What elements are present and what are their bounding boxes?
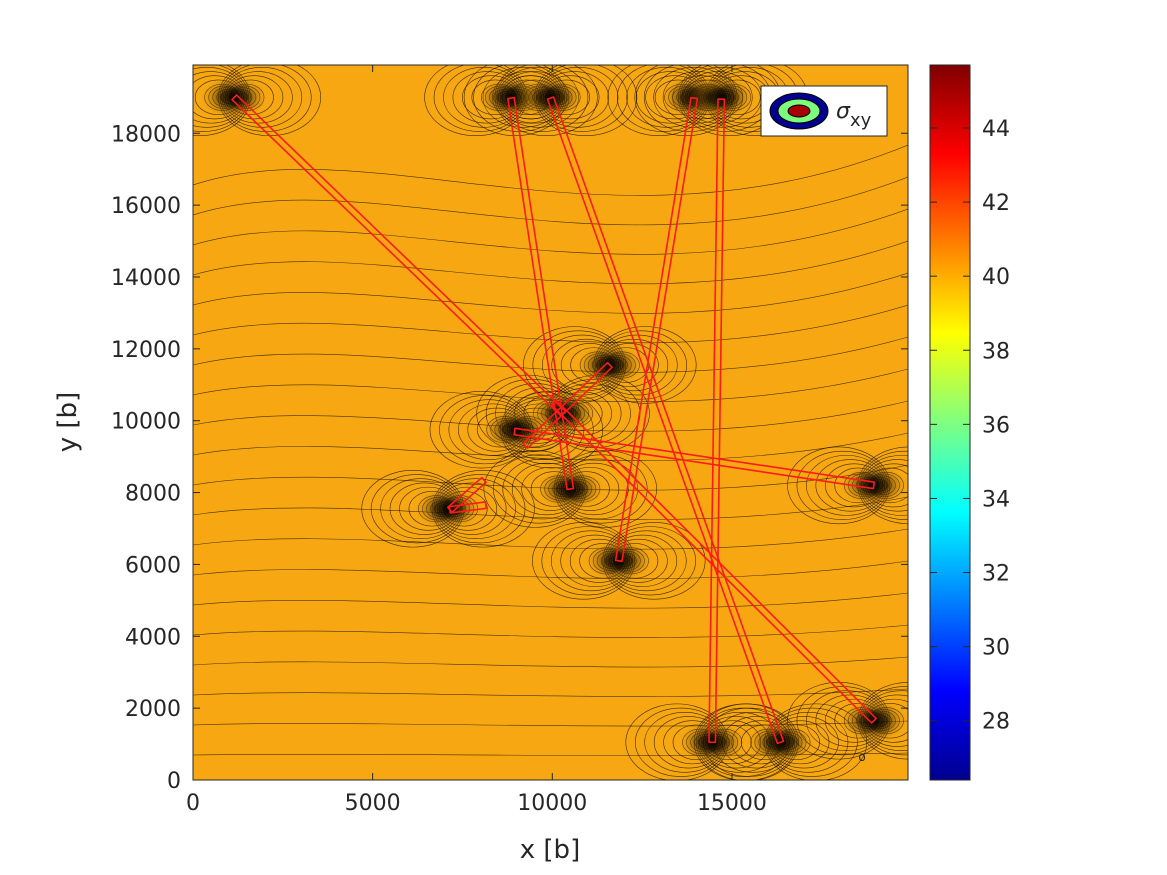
legend-contour-icon	[769, 92, 829, 130]
defect-line	[546, 96, 785, 745]
colorbar-frame	[929, 64, 971, 781]
defect-line	[708, 98, 726, 744]
contour-line	[193, 368, 908, 403]
colorbar-tick-label: 38	[982, 339, 1010, 364]
contour-line	[193, 656, 908, 668]
colorbar-tick-label: 34	[982, 487, 1010, 512]
dislocation-core	[687, 75, 756, 120]
y-tick-label: 2000	[125, 697, 181, 722]
legend-label: σxy	[836, 99, 872, 131]
x-tick-label: 5000	[345, 791, 401, 816]
y-tick-label: 16000	[111, 194, 181, 219]
colorbar-tick-label: 42	[982, 191, 1010, 216]
colorbar-tick-label: 30	[982, 636, 1010, 661]
contour-line	[193, 496, 908, 520]
contour-line	[193, 272, 908, 314]
y-tick-label: 10000	[111, 410, 181, 435]
contour-line	[193, 336, 908, 373]
y-tick-label: 4000	[125, 625, 181, 650]
defect-lines	[231, 94, 877, 745]
contour-line	[193, 592, 908, 609]
legend-label-symbol: σ	[836, 99, 851, 124]
x-tick-label: 15000	[697, 791, 767, 816]
contour-line	[193, 560, 908, 579]
dislocation-core	[482, 407, 551, 452]
defect-line	[522, 361, 613, 449]
contour-line	[193, 464, 908, 491]
x-tick-label: 0	[186, 791, 200, 816]
y-tick-label: 12000	[111, 338, 181, 363]
contour-line	[193, 432, 908, 462]
colorbar-ticks: 28 30 32 34 36 38 40 42 44	[930, 117, 1010, 735]
defect-line	[614, 96, 699, 563]
colorbar-tick-label: 28	[982, 710, 1010, 735]
colorbar-tick-label: 44	[982, 117, 1010, 142]
y-tick-label: 14000	[111, 266, 181, 291]
contour-annotation: o	[858, 750, 865, 764]
contour-line	[193, 688, 908, 697]
x-axis-ticks: 0 5000 10000 15000	[186, 65, 767, 816]
defect-line	[448, 501, 488, 514]
contour-line	[193, 528, 908, 550]
y-axis-label: y [b]	[53, 392, 83, 452]
contour-line	[193, 208, 908, 255]
contour-line	[193, 176, 908, 226]
x-tick-label: 10000	[517, 791, 587, 816]
contour-line	[193, 624, 908, 638]
contour-line	[193, 240, 908, 285]
legend: σxy	[760, 85, 888, 137]
colorbar-tick-label: 40	[982, 265, 1010, 290]
defect-line	[507, 96, 575, 491]
plot-frame	[192, 64, 909, 781]
y-tick-label: 6000	[125, 553, 181, 578]
contour-line	[193, 144, 908, 196]
colorbar-tick-label: 36	[982, 413, 1010, 438]
defect-line	[513, 427, 876, 490]
colorbar-gradient	[930, 65, 970, 780]
contour-line	[193, 304, 908, 344]
y-tick-label: 0	[167, 769, 181, 794]
colorbar-tick-label: 32	[982, 562, 1010, 587]
y-axis-ticks: 0 2000 4000 6000 8000 10000 12000 14000 16000 180…	[111, 122, 908, 794]
defect-line	[551, 399, 877, 724]
y-tick-label: 18000	[111, 122, 181, 147]
legend-label-subscript: xy	[850, 110, 872, 131]
y-tick-label: 8000	[125, 482, 181, 507]
colorbar: 28 30 32 34 36 38 40 42 44	[929, 64, 1010, 781]
x-axis-label: x [b]	[520, 835, 580, 865]
